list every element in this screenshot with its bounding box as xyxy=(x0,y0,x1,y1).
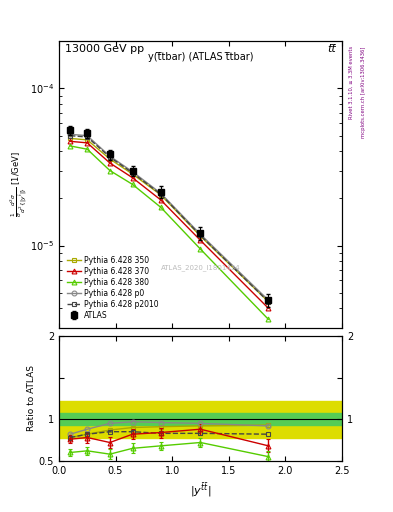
Pythia 6.428 350 xyxy=(108,156,112,162)
Pythia 6.428 p2010 xyxy=(85,134,90,140)
Pythia 6.428 p0 xyxy=(108,153,112,159)
Pythia 6.428 380 xyxy=(68,143,73,149)
Text: 13000 GeV pp: 13000 GeV pp xyxy=(64,44,144,54)
Pythia 6.428 370 xyxy=(158,197,163,203)
Y-axis label: $\frac{1}{\sigma}\frac{d^2\sigma}{d^2\{|y^{\bar{t}}|\}}$ [1/GeV]: $\frac{1}{\sigma}\frac{d^2\sigma}{d^2\{|… xyxy=(7,152,29,217)
Pythia 6.428 p2010 xyxy=(108,154,112,160)
Line: Pythia 6.428 p0: Pythia 6.428 p0 xyxy=(68,132,271,303)
Pythia 6.428 350 xyxy=(158,192,163,198)
Pythia 6.428 p0 xyxy=(198,231,203,238)
Pythia 6.428 p0 xyxy=(85,133,90,139)
Pythia 6.428 p0 xyxy=(130,168,135,175)
Pythia 6.428 350 xyxy=(130,171,135,177)
Pythia 6.428 370 xyxy=(85,140,90,146)
Text: Rivet 3.1.10, ≥ 3.3M events: Rivet 3.1.10, ≥ 3.3M events xyxy=(349,46,354,119)
Pythia 6.428 p2010 xyxy=(158,191,163,197)
Pythia 6.428 p2010 xyxy=(68,133,73,139)
Text: ATLAS_2020_I1801434: ATLAS_2020_I1801434 xyxy=(161,265,240,271)
Pythia 6.428 380 xyxy=(266,316,271,323)
Text: y(t̅tbar) (ATLAS t̅tbar): y(t̅tbar) (ATLAS t̅tbar) xyxy=(148,52,253,62)
Pythia 6.428 p2010 xyxy=(130,170,135,176)
Text: tt̅: tt̅ xyxy=(327,44,336,54)
Pythia 6.428 370 xyxy=(130,175,135,181)
Legend: Pythia 6.428 350, Pythia 6.428 370, Pythia 6.428 380, Pythia 6.428 p0, Pythia 6.: Pythia 6.428 350, Pythia 6.428 370, Pyth… xyxy=(66,254,160,321)
Pythia 6.428 350 xyxy=(266,298,271,305)
Pythia 6.428 380 xyxy=(130,181,135,187)
Line: Pythia 6.428 370: Pythia 6.428 370 xyxy=(68,139,271,311)
Line: Pythia 6.428 380: Pythia 6.428 380 xyxy=(68,143,271,322)
Pythia 6.428 380 xyxy=(198,246,203,252)
Pythia 6.428 350 xyxy=(198,233,203,239)
Bar xyxy=(59,401,342,438)
Pythia 6.428 p0 xyxy=(158,190,163,197)
Bar xyxy=(59,413,342,425)
Pythia 6.428 350 xyxy=(85,137,90,143)
Pythia 6.428 380 xyxy=(158,204,163,210)
Line: Pythia 6.428 p2010: Pythia 6.428 p2010 xyxy=(68,133,271,304)
Y-axis label: Ratio to ATLAS: Ratio to ATLAS xyxy=(27,366,36,432)
Pythia 6.428 370 xyxy=(68,138,73,144)
Line: Pythia 6.428 350: Pythia 6.428 350 xyxy=(68,136,271,304)
X-axis label: $|y^{\bar{t}\bar{t}}|$: $|y^{\bar{t}\bar{t}}|$ xyxy=(190,481,211,499)
Pythia 6.428 p0 xyxy=(68,131,73,137)
Pythia 6.428 370 xyxy=(108,160,112,166)
Pythia 6.428 p2010 xyxy=(198,232,203,239)
Pythia 6.428 350 xyxy=(68,135,73,141)
Pythia 6.428 380 xyxy=(85,146,90,152)
Text: mcplots.cern.ch [arXiv:1306.3436]: mcplots.cern.ch [arXiv:1306.3436] xyxy=(361,46,366,138)
Pythia 6.428 370 xyxy=(266,305,271,311)
Pythia 6.428 380 xyxy=(108,167,112,174)
Pythia 6.428 p0 xyxy=(266,297,271,303)
Pythia 6.428 p2010 xyxy=(266,298,271,305)
Pythia 6.428 370 xyxy=(198,237,203,243)
